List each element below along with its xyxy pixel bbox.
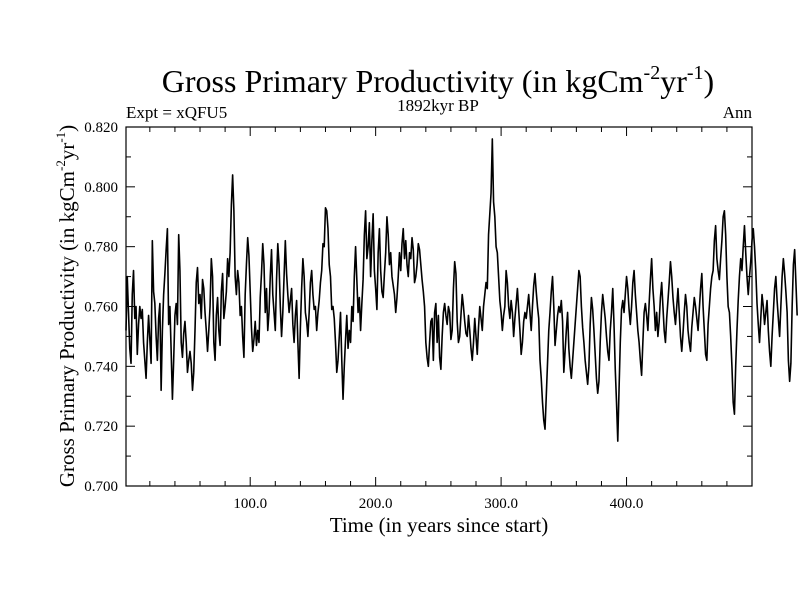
series-line-gpp <box>125 138 798 442</box>
y-axis: 0.700 0.720 0.740 0.760 0.780 0.800 0.820 <box>84 120 752 495</box>
y-axis-label-end: ) <box>55 125 79 132</box>
chart-title-end: ) <box>704 63 715 99</box>
y-tick-label: 0.760 <box>84 300 118 316</box>
plot-frame <box>125 126 753 487</box>
y-tick-label: 0.740 <box>84 359 118 375</box>
chart-title: Gross Primary Productivity (in kgCm-2yr-… <box>162 62 714 99</box>
x-axis: 100.0 200.0 300.0 400.0 <box>149 127 728 512</box>
chart-title-mid: yr <box>660 63 687 99</box>
y-tick-label: 0.820 <box>84 120 118 136</box>
y-axis-label-sup1: -2 <box>53 160 68 171</box>
y-tick-label: 0.800 <box>84 180 118 196</box>
y-axis-label: Gross Primary Productivity (in kgCm-2yr-… <box>53 125 79 487</box>
y-tick-label: 0.780 <box>84 240 118 256</box>
x-tick-label: 300.0 <box>484 496 518 512</box>
chart-title-main: Gross Primary Productivity (in kgCm <box>162 63 644 99</box>
y-axis-label-sup2: -1 <box>53 132 68 143</box>
y-axis-label-main: Gross Primary Productivity (in kgCm <box>55 171 79 487</box>
x-tick-label: 200.0 <box>359 496 393 512</box>
chart-title-sup1: -2 <box>644 62 661 84</box>
x-tick-label: 100.0 <box>233 496 267 512</box>
subtitle-period: 1892kyr BP <box>397 96 479 115</box>
subtitle-experiment: Expt = xQFU5 <box>126 103 227 122</box>
y-axis-label-mid: yr <box>55 143 79 161</box>
x-tick-label: 400.0 <box>610 496 644 512</box>
x-axis-label: Time (in years since start) <box>330 513 549 537</box>
y-tick-label: 0.700 <box>84 479 118 495</box>
chart-title-sup2: -1 <box>687 62 704 84</box>
subtitle-season: Ann <box>723 103 753 122</box>
y-tick-label: 0.720 <box>84 419 118 435</box>
